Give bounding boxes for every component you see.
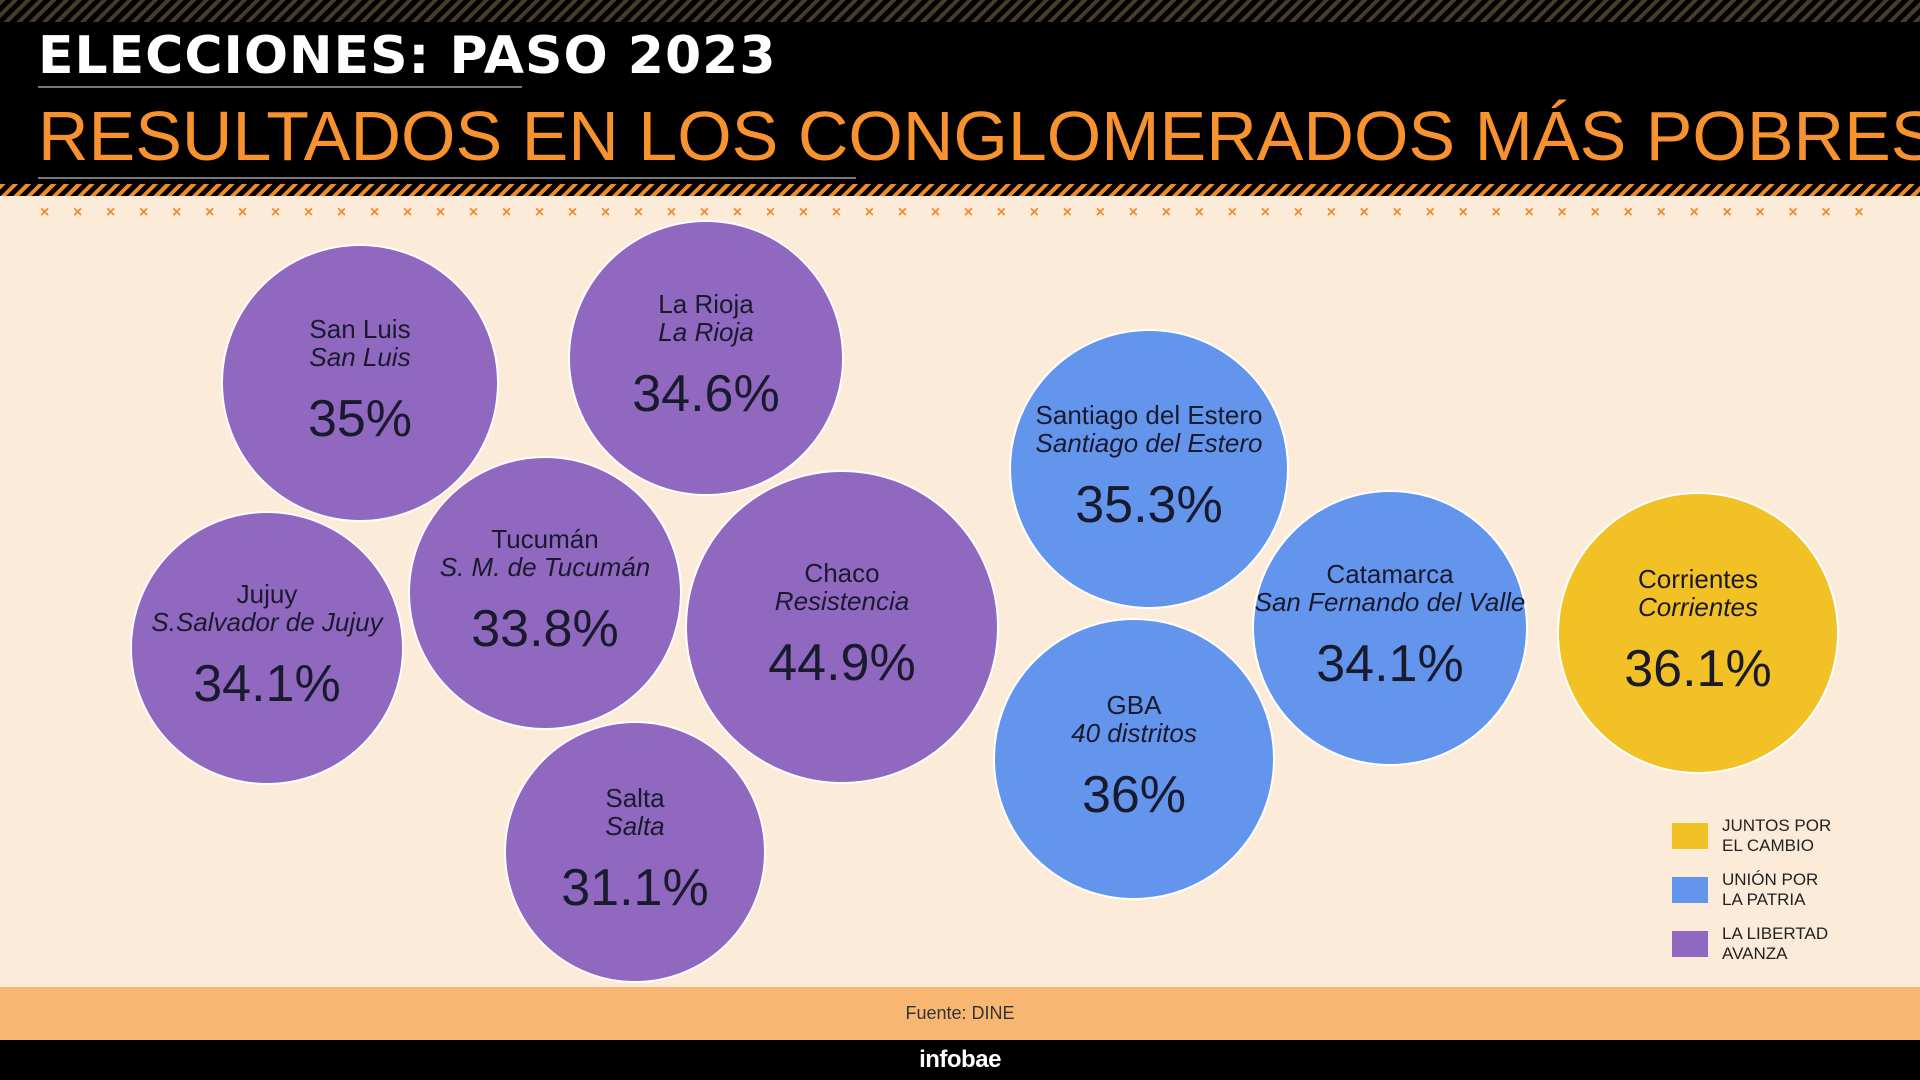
bubble-percentage: 35%	[307, 390, 413, 448]
subtitle-rule	[38, 177, 856, 179]
legend-label: LA LIBERTAD AVANZA	[1722, 924, 1882, 964]
bubble-chaco: Chaco Resistencia 44.9%	[685, 470, 999, 784]
bubble-salta: Salta Salta 31.1%	[504, 721, 766, 983]
source-text: Fuente: DINE	[905, 1003, 1015, 1023]
bubble-san-luis: San Luis San Luis 35%	[221, 244, 499, 522]
bubble-region: GBA	[1106, 690, 1162, 720]
legend-line: LA LIBERTAD	[1722, 924, 1829, 943]
bubble-city: S.Salvador de Jujuy	[151, 607, 383, 637]
bubble-city: San Luis	[309, 342, 411, 372]
bubble-percentage: 35.3%	[1075, 476, 1223, 534]
header-stripes-top	[0, 0, 1920, 22]
bubble-region: Catamarca	[1326, 559, 1454, 589]
legend: JUNTOS POR EL CAMBIO UNIÓN POR LA PATRIA…	[1672, 816, 1882, 978]
bubble-santiago-del-estero: Santiago del Estero Santiago del Estero …	[1009, 329, 1289, 609]
bubble-city: La Rioja	[658, 317, 754, 347]
bubble-region: Chaco	[804, 558, 880, 588]
bubble-percentage: 31.1%	[561, 859, 709, 917]
bubble-corrientes: Corrientes Corrientes 36.1%	[1557, 492, 1839, 774]
bubble-city: Salta	[605, 811, 665, 841]
legend-line: UNIÓN POR	[1722, 870, 1819, 889]
bubble-region: Santiago del Estero	[1035, 400, 1263, 430]
brand-logo: infobae	[919, 1046, 1001, 1073]
bubble-percentage: 36%	[1081, 766, 1187, 824]
page-subtitle: RESULTADOS EN LOS CONGLOMERADOS MÁS POBR…	[38, 97, 1920, 175]
bubble-jujuy: Jujuy S.Salvador de Jujuy 34.1%	[130, 511, 404, 785]
legend-label: JUNTOS POR EL CAMBIO	[1722, 816, 1882, 856]
legend-swatch	[1672, 931, 1708, 957]
bubble-region: Tucumán	[491, 524, 599, 554]
bubble-catamarca: Catamarca San Fernando del Valle 34.1%	[1252, 490, 1528, 766]
bubble-city: Santiago del Estero	[1035, 428, 1263, 458]
decorative-separator: × × × × × × × × × × × × × × × × × × × × …	[40, 204, 1880, 221]
bubble-percentage: 34.1%	[1316, 635, 1464, 693]
legend-item-juntos: JUNTOS POR EL CAMBIO	[1672, 816, 1882, 856]
legend-swatch	[1672, 877, 1708, 903]
bubble-la-rioja: La Rioja La Rioja 34.6%	[568, 220, 844, 496]
bubble-city: San Fernando del Valle	[1254, 587, 1526, 617]
legend-line: LA PATRIA	[1722, 890, 1806, 909]
legend-label: UNIÓN POR LA PATRIA	[1722, 870, 1882, 910]
bubble-region: San Luis	[309, 314, 411, 344]
page-title: ELECCIONES: PASO 2023	[38, 26, 777, 86]
legend-line: JUNTOS POR	[1722, 816, 1832, 835]
bubble-region: Jujuy	[236, 579, 298, 609]
footer-source-bar: Fuente: DINE	[0, 987, 1920, 1040]
legend-item-union: UNIÓN POR LA PATRIA	[1672, 870, 1882, 910]
bubble-city: Corrientes	[1638, 592, 1758, 622]
bubble-region: Corrientes	[1638, 564, 1758, 594]
bubble-percentage: 34.1%	[193, 655, 341, 713]
bubble-city: Resistencia	[774, 586, 910, 616]
legend-line: AVANZA	[1722, 944, 1788, 963]
bubble-percentage: 44.9%	[768, 634, 916, 692]
legend-line: EL CAMBIO	[1722, 836, 1814, 855]
title-rule	[38, 86, 522, 88]
legend-item-libertad: LA LIBERTAD AVANZA	[1672, 924, 1882, 964]
bubble-region: Salta	[605, 783, 665, 813]
bubble-percentage: 33.8%	[471, 600, 619, 658]
bubble-percentage: 36.1%	[1624, 640, 1772, 698]
bubble-gba: GBA 40 distritos 36%	[993, 618, 1275, 900]
bubble-city: S. M. de Tucumán	[439, 552, 651, 582]
bubble-region: La Rioja	[658, 289, 754, 319]
legend-swatch	[1672, 823, 1708, 849]
bubble-percentage: 34.6%	[632, 365, 780, 423]
footer-brand-bar: infobae	[0, 1040, 1920, 1080]
bubble-city: 40 distritos	[1071, 718, 1197, 748]
header-banner: ELECCIONES: PASO 2023 RESULTADOS EN LOS …	[0, 0, 1920, 196]
header-stripes-bottom	[0, 184, 1920, 196]
bubble-tucuman: Tucumán S. M. de Tucumán 33.8%	[408, 456, 682, 730]
